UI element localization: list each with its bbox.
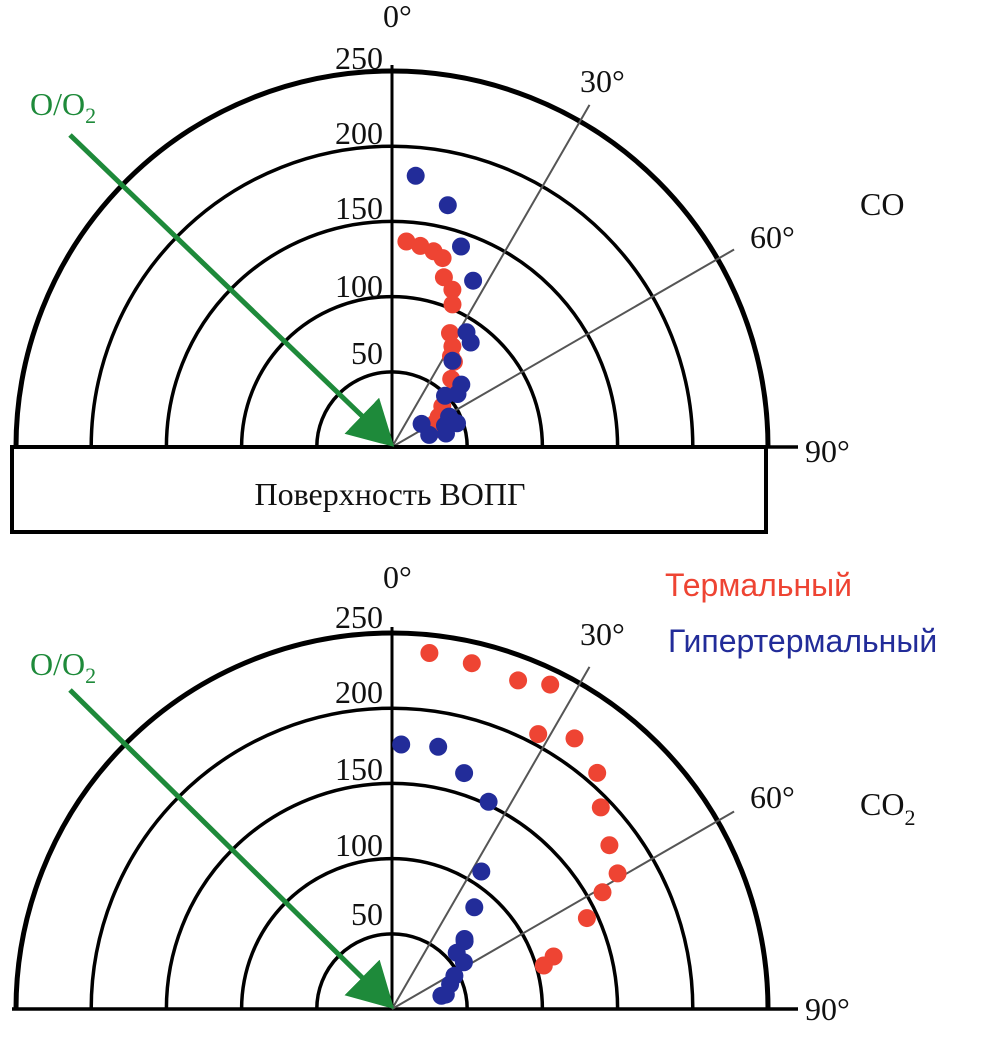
angle-label-0: 0° xyxy=(383,559,412,595)
angle-label-30: 30° xyxy=(580,616,625,652)
hyperthermal-point-4 xyxy=(472,862,491,881)
hyperthermal-point-13 xyxy=(437,424,455,443)
co2-data-points xyxy=(392,644,627,1005)
hyperthermal-point-6 xyxy=(443,351,462,370)
thermal-point-7 xyxy=(591,798,610,817)
hyperthermal-point-13 xyxy=(436,985,455,1004)
incident-beam-arrow xyxy=(68,133,395,447)
thermal-point-0 xyxy=(397,232,416,251)
hyperthermal-point-2 xyxy=(455,764,474,783)
legend-hyperthermal: Гипертермальный xyxy=(668,623,937,659)
co2-title: CO2 xyxy=(860,786,915,830)
legend-thermal: Термальный xyxy=(665,567,852,603)
angle-label-90: 90° xyxy=(805,991,850,1027)
co-title: CO xyxy=(860,186,904,222)
hyperthermal-point-0 xyxy=(406,166,425,185)
co-grid xyxy=(12,65,798,449)
radial-label-150: 150 xyxy=(335,751,383,787)
radial-label-50: 50 xyxy=(351,335,383,371)
hyperthermal-point-5 xyxy=(465,898,484,917)
surface-label: Поверхность ВОПГ xyxy=(255,476,526,512)
co2-polar-chart: 0° 30° 60° 90° 250 200 150 100 50 CO2 Те… xyxy=(12,559,937,1027)
angle-label-60: 60° xyxy=(750,779,795,815)
angle-label-60: 60° xyxy=(750,219,795,255)
spoke-30deg xyxy=(391,104,591,448)
incident-beam-arrow xyxy=(68,688,395,1010)
angle-label-90: 90° xyxy=(805,433,850,469)
radial-label-200: 200 xyxy=(335,674,383,710)
angle-label-30: 30° xyxy=(580,63,625,99)
thermal-point-10 xyxy=(593,883,612,902)
radial-label-250: 250 xyxy=(335,599,383,635)
hyperthermal-point-15 xyxy=(412,414,431,433)
co-data-points xyxy=(397,166,483,444)
thermal-point-6 xyxy=(588,763,607,782)
radial-label-200: 200 xyxy=(335,115,383,151)
hyperthermal-point-9 xyxy=(436,386,454,405)
hyperthermal-point-3 xyxy=(479,792,498,811)
thermal-point-1 xyxy=(462,654,481,673)
o-o2-label: O/O2 xyxy=(30,646,96,688)
hyperthermal-point-2 xyxy=(452,237,470,256)
thermal-point-13 xyxy=(534,956,553,975)
thermal-point-5 xyxy=(565,729,584,748)
hyperthermal-point-5 xyxy=(461,333,480,352)
thermal-point-3 xyxy=(541,675,560,694)
thermal-point-4 xyxy=(529,725,548,744)
hyperthermal-point-9 xyxy=(454,953,473,972)
co2-grid xyxy=(12,627,798,1011)
thermal-point-0 xyxy=(420,644,439,662)
radial-label-100: 100 xyxy=(335,827,383,863)
angle-label-0: 0° xyxy=(383,0,412,34)
thermal-point-11 xyxy=(577,909,596,928)
surface-box xyxy=(10,445,768,534)
radial-label-150: 150 xyxy=(335,190,383,226)
radial-label-100: 100 xyxy=(335,268,383,304)
spoke-30deg xyxy=(391,666,591,1010)
thermal-point-6 xyxy=(443,295,462,314)
hyperthermal-point-3 xyxy=(464,271,483,290)
thermal-point-7 xyxy=(441,324,459,343)
hyperthermal-point-0 xyxy=(392,735,411,754)
thermal-point-8 xyxy=(600,836,619,855)
thermal-point-9 xyxy=(608,864,627,883)
hyperthermal-point-1 xyxy=(438,196,457,215)
co-polar-chart: Поверхность ВОПГ 0° 30° 60° 90° 250 200 … xyxy=(10,0,904,534)
thermal-point-3 xyxy=(433,249,452,268)
thermal-point-2 xyxy=(509,671,528,690)
radial-label-250: 250 xyxy=(335,40,383,76)
hyperthermal-point-1 xyxy=(429,737,448,756)
o-o2-label: O/O2 xyxy=(30,86,96,128)
thermal-point-5 xyxy=(443,280,462,299)
radial-label-50: 50 xyxy=(351,896,383,932)
